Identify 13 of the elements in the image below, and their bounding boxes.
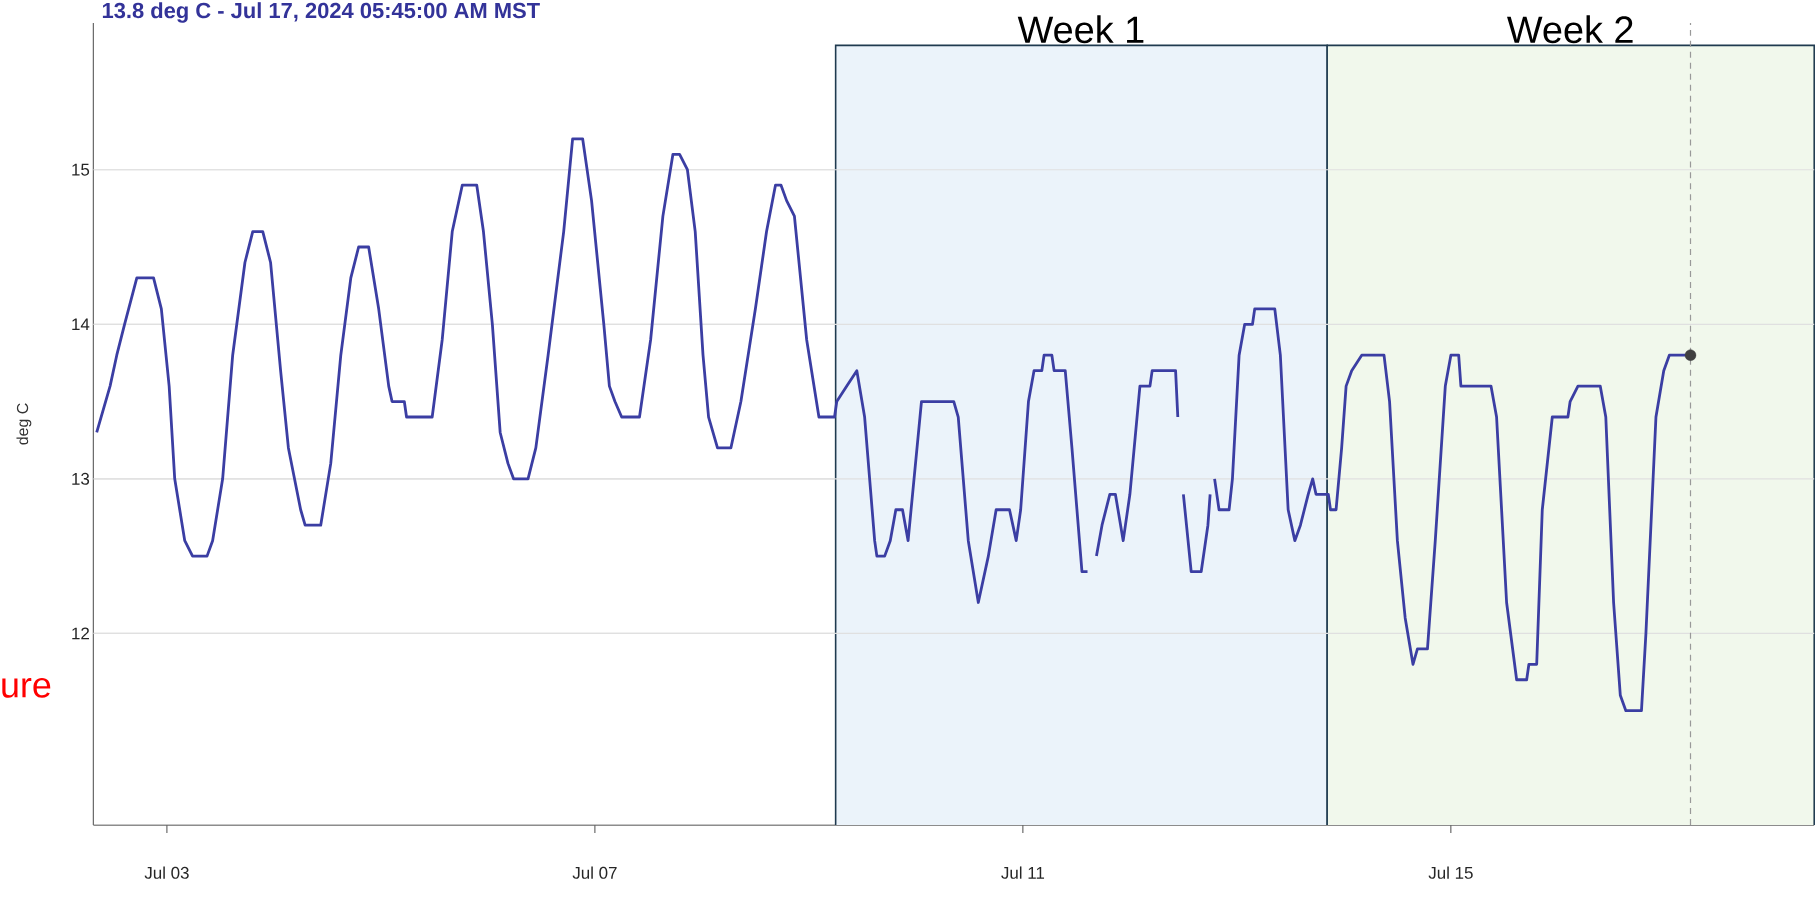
y-tick-label: 12 (72, 627, 89, 640)
y-tick-label: 14 (72, 318, 90, 331)
band-label: Week 1 (1017, 15, 1144, 44)
x-tick-label: Jul 11 (1001, 866, 1045, 879)
y-tick-label: 13 (72, 472, 90, 485)
x-tick-label: Jul 03 (144, 866, 189, 879)
chart-title: 13.8 deg C - Jul 17, 2024 05:45:00 AM MST (102, 2, 540, 23)
band-label: Week 2 (1507, 15, 1633, 44)
x-tick-label: Jul 15 (1428, 866, 1473, 879)
y-tick-label: 15 (72, 163, 90, 176)
x-tick-label: Jul 07 (572, 866, 617, 879)
y-axis-title: deg C (16, 403, 32, 445)
text: ure (2, 678, 51, 698)
